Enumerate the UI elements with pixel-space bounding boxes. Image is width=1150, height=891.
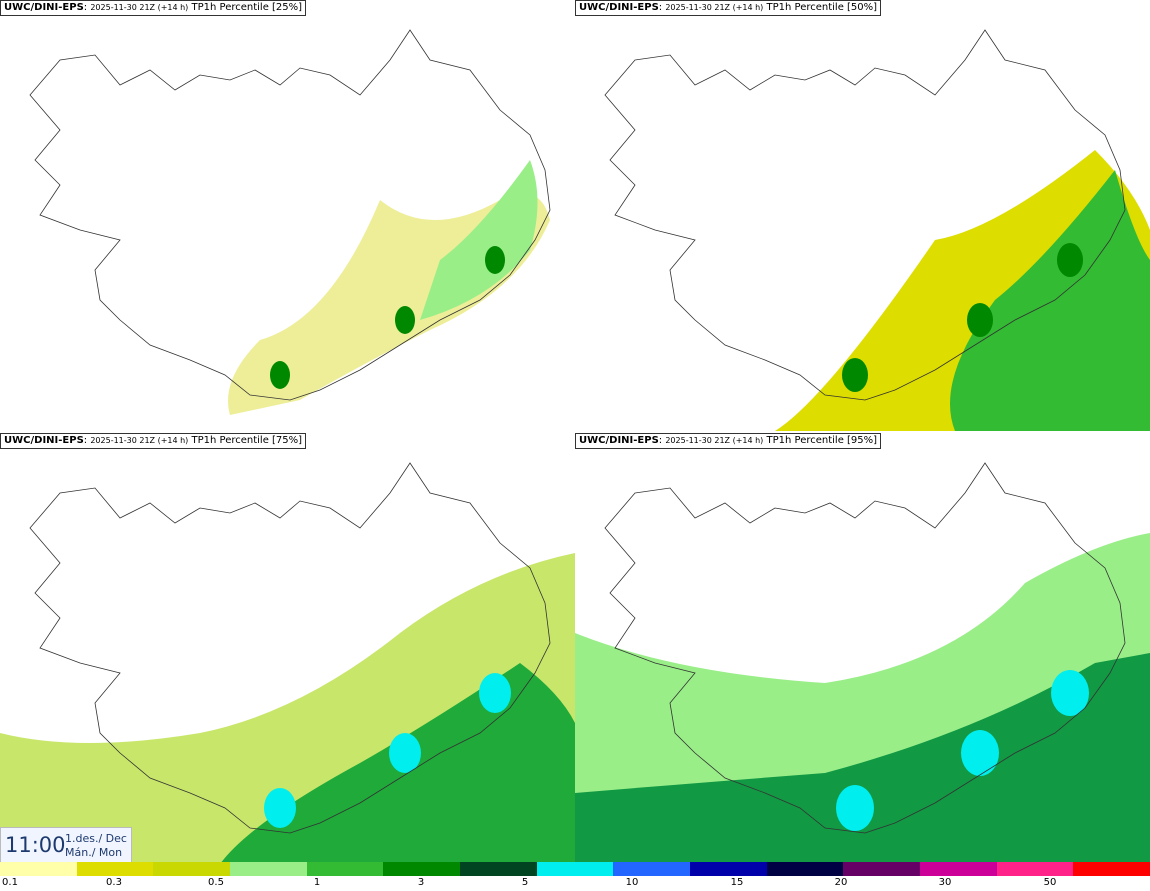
colorbar-tick-label: 20	[834, 877, 848, 888]
precip-area-heavy	[575, 653, 1150, 864]
precip-core	[264, 788, 296, 828]
colorbar-swatch	[383, 862, 461, 876]
precip-core	[395, 306, 415, 334]
colorbar-tick-label: 3	[417, 877, 425, 888]
precip-map-p25	[29, 29, 551, 415]
colorbar-tick-label: 0.5	[208, 877, 224, 888]
precip-map-p50	[604, 29, 1150, 431]
colorbar-tick-label: 30	[938, 877, 952, 888]
precip-map-p75	[0, 462, 575, 864]
colorbar-tick-label: 5	[521, 877, 529, 888]
coastline	[604, 29, 1126, 401]
colorbar-swatch	[230, 862, 307, 876]
colorbar-tick-label: 50	[1043, 877, 1057, 888]
precip-core	[1051, 670, 1089, 716]
precip-core	[270, 361, 290, 389]
coastline	[604, 462, 1126, 834]
panel-title: UWC/DINI-EPS: 2025-11-30 21Z (+14 h) TP1…	[575, 0, 882, 16]
valid-time: 11:00	[5, 833, 66, 857]
map-panel-p25: UWC/DINI-EPS: 2025-11-30 21Z (+14 h) TP1…	[0, 0, 575, 431]
precip-core	[961, 730, 999, 776]
coastline	[29, 29, 551, 401]
colorbar-tick-label: 1	[313, 877, 321, 888]
colorbar-ticks: 0.1 0.3 0.5 1 3 5 10 15 20 30 50	[0, 877, 1150, 891]
colorbar-swatch	[690, 862, 767, 876]
panel-title: UWC/DINI-EPS: 2025-11-30 21Z (+14 h) TP1…	[575, 433, 882, 449]
precip-core	[836, 785, 874, 831]
panel-title: UWC/DINI-EPS: 2025-11-30 21Z (+14 h) TP1…	[0, 0, 307, 16]
precip-map-p95	[575, 462, 1150, 864]
colorbar-tick-label: 15	[730, 877, 744, 888]
colorbar-swatch	[153, 862, 231, 876]
precip-core	[842, 358, 868, 392]
map-panel-p95: UWC/DINI-EPS: 2025-11-30 21Z (+14 h) TP1…	[575, 433, 1150, 864]
valid-weekday: Mán./ Mon	[65, 846, 123, 859]
colorbar-swatch	[76, 862, 154, 876]
colorbar-tick-label: 0.1	[2, 877, 18, 888]
map-panel-p50: UWC/DINI-EPS: 2025-11-30 21Z (+14 h) TP1…	[575, 0, 1150, 431]
colorbar-swatch	[460, 862, 537, 876]
precip-area-heavy	[420, 160, 538, 320]
precip-colorbar	[0, 862, 1150, 876]
precip-core	[967, 303, 993, 337]
colorbar-swatch	[1073, 862, 1150, 876]
precip-area-heavy	[950, 170, 1150, 431]
colorbar-swatch	[0, 862, 77, 876]
precip-core	[1057, 243, 1083, 277]
colorbar-swatch	[996, 862, 1074, 876]
colorbar-swatch	[613, 862, 691, 876]
valid-day: 1.des./ Dec Mán./ Mon	[65, 832, 127, 860]
colorbar-tick-label: 0.3	[106, 877, 122, 888]
precip-core	[479, 673, 511, 713]
map-panel-p75: UWC/DINI-EPS: 2025-11-30 21Z (+14 h) TP1…	[0, 433, 575, 864]
precip-core	[389, 733, 421, 773]
precip-core	[485, 246, 505, 274]
colorbar-swatch	[766, 862, 844, 876]
colorbar-swatch	[536, 862, 614, 876]
colorbar-swatch	[920, 862, 997, 876]
valid-time-box: 11:00 1.des./ Dec Mán./ Mon	[0, 827, 132, 864]
colorbar-tick-label: 10	[625, 877, 639, 888]
coastline	[29, 462, 551, 834]
valid-date: 1.des./ Dec	[65, 832, 127, 845]
colorbar-swatch	[306, 862, 384, 876]
colorbar-swatch	[843, 862, 921, 876]
panel-title: UWC/DINI-EPS: 2025-11-30 21Z (+14 h) TP1…	[0, 433, 307, 449]
